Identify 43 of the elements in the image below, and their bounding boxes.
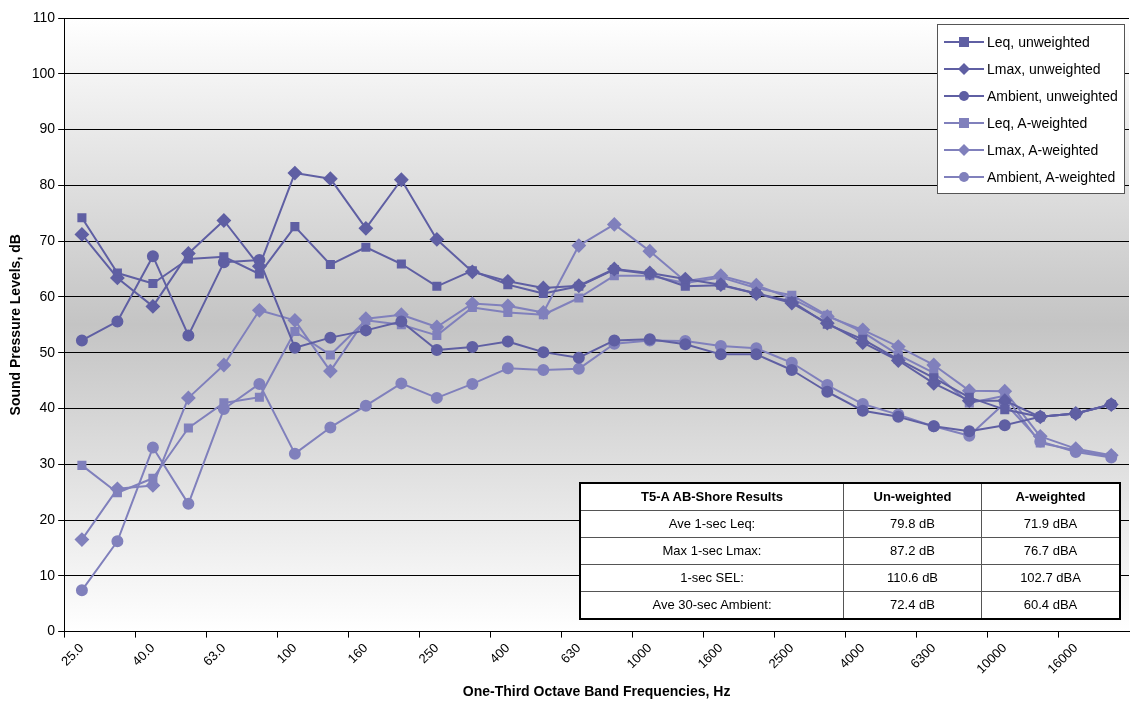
annotation: 110.6 dB: [843, 564, 982, 592]
annotation: 72.4 dB: [843, 591, 982, 619]
annotation: 79.8 dB: [843, 510, 982, 538]
annotation: T5-A AB-Shore Results: [580, 482, 844, 511]
y-tick-label: 110: [32, 8, 56, 25]
x-tick-label: 25.0: [58, 640, 87, 669]
y-tick-label: 30: [39, 455, 56, 472]
y-tick-label: 80: [39, 176, 56, 193]
y-tick-label: 60: [39, 287, 56, 304]
annotation: Ave 1-sec Leq:: [580, 510, 844, 538]
x-tick-label: 400: [486, 640, 513, 667]
annotation: Ave 30-sec Ambient:: [580, 591, 844, 619]
y-tick-label: 90: [39, 120, 56, 137]
x-tick-label: 160: [344, 640, 371, 667]
annotation: Max 1-sec Lmax:: [580, 537, 844, 565]
y-tick-label: 70: [39, 231, 56, 248]
x-tick-label: 40.0: [129, 640, 158, 669]
y-tick-label: 10: [39, 566, 56, 583]
y-tick-label: 0: [47, 622, 56, 639]
annotation: 60.4 dBA: [981, 591, 1120, 619]
annotation: 87.2 dB: [843, 537, 982, 565]
x-axis-title: One-Third Octave Band Frequencies, Hz: [462, 683, 731, 700]
y-tick-label: 100: [31, 64, 56, 81]
x-tick-label: 630: [557, 640, 584, 667]
x-tick-label: 63.0: [200, 640, 229, 669]
y-axis-title: Sound Pressure Levels, dB: [7, 234, 24, 416]
y-tick-label: 40: [39, 399, 56, 416]
legend-label: Ambient, unweighted: [987, 87, 1118, 104]
y-tick-label: 50: [39, 343, 56, 360]
y-tick-label: 20: [39, 510, 56, 527]
annotation: 1-sec SEL:: [580, 564, 844, 592]
x-tick-label: 100: [273, 640, 300, 667]
annotation: 76.7 dBA: [981, 537, 1120, 565]
legend-label: Leq, unweighted: [987, 33, 1090, 50]
annotation: A-weighted: [981, 482, 1120, 511]
legend-label: Lmax, unweighted: [987, 60, 1101, 77]
legend-label: Lmax, A-weighted: [987, 141, 1099, 158]
annotation: 71.9 dBA: [981, 510, 1120, 538]
annotation: 102.7 dBA: [981, 564, 1120, 592]
annotation: Un-weighted: [843, 482, 982, 511]
legend-label: Leq, A-weighted: [987, 114, 1088, 131]
legend-label: Ambient, A-weighted: [987, 168, 1116, 185]
x-tick-label: 250: [415, 640, 442, 667]
